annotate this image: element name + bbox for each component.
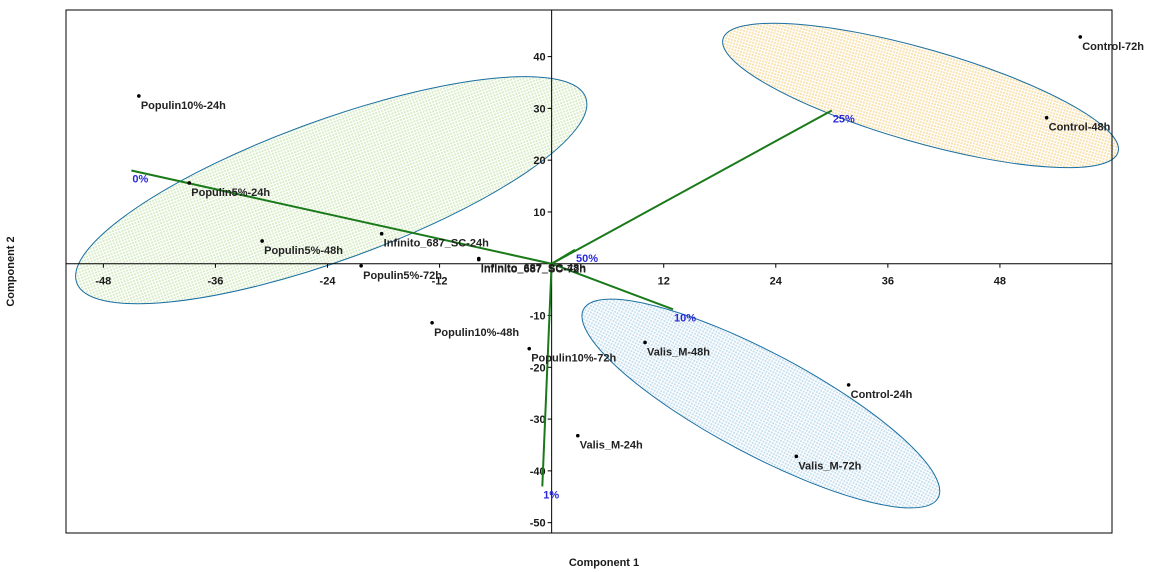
group-ellipse-orange: [722, 22, 1119, 169]
group-ellipses: [75, 22, 1119, 509]
point-label: Populin5%-72h: [363, 270, 442, 282]
vector-label: 1%: [543, 489, 559, 501]
x-tick-label: -12: [432, 276, 448, 288]
x-tick-label: -36: [207, 276, 223, 288]
point-label: Control-24h: [851, 389, 913, 401]
point-label: Populin10%-48h: [434, 327, 519, 339]
y-tick-label: 20: [533, 155, 545, 167]
data-point: [1078, 35, 1083, 39]
x-tick-label: 24: [770, 276, 783, 288]
data-point: [643, 340, 647, 345]
data-point: [137, 94, 141, 98]
loading-vectors: 0% 25% 50% 10% 1%: [131, 109, 855, 501]
x-tick-label: -24: [320, 276, 337, 288]
point-label: Control-48h: [1049, 122, 1111, 134]
x-tick-label: 36: [882, 276, 894, 288]
data-point: [575, 433, 580, 438]
vector-label: 25%: [833, 113, 855, 125]
data-point: [794, 454, 799, 459]
y-axis-title: Component 2: [5, 236, 17, 306]
data-point: [1044, 115, 1049, 120]
point-label: Populin10%-24h: [141, 100, 226, 112]
y-tick-label: -50: [530, 518, 546, 530]
point-label: Populin10%-72h: [531, 353, 616, 365]
point-label: Populin5%-24h: [191, 187, 270, 199]
point-label: Valis_M-24h: [580, 440, 643, 452]
data-point: [527, 346, 532, 351]
y-tick-label: -20: [530, 362, 546, 374]
plot-frame: [65, 9, 1113, 534]
x-tick-label: -48: [95, 276, 111, 288]
data-point: [430, 320, 434, 325]
group-ellipse-green: [75, 76, 588, 305]
point-label: Valis_M-72h: [798, 460, 861, 472]
point-label: Control-72h: [1082, 41, 1144, 53]
group-ellipse-blue: [581, 298, 941, 509]
point-label: Infinito_687_SC-72h: [481, 264, 586, 276]
y-tick-label: -30: [530, 414, 546, 426]
y-tick-label: 40: [533, 52, 545, 64]
point-label: Valis_M-48h: [647, 346, 710, 358]
loading-vector: [131, 169, 552, 265]
vector-label: 0%: [132, 174, 148, 186]
x-tick-label: 48: [994, 276, 1006, 288]
y-tick-label: 10: [533, 207, 545, 219]
vector-label: 10%: [674, 312, 696, 324]
y-tick-label: -40: [530, 466, 546, 478]
data-point: [379, 231, 384, 236]
x-axis-title: Component 1: [569, 557, 639, 569]
y-tick-label: -10: [530, 311, 546, 323]
data-point: [187, 181, 192, 185]
x-tick-label: 12: [658, 276, 670, 288]
data-point: [260, 239, 264, 243]
data-point: [476, 257, 481, 262]
loading-vector: [551, 262, 674, 311]
loading-vector: [551, 109, 833, 265]
point-label: Populin5%-48h: [264, 245, 343, 257]
point-label: Infinito_687_SC-24h: [384, 238, 489, 250]
vector-label: 50%: [576, 253, 598, 265]
y-tick-label: 30: [533, 103, 545, 115]
data-point: [359, 264, 363, 268]
score-points: Control-72h Control-48h Control-24h Populin…: [137, 35, 1144, 472]
loading-vector: [551, 248, 576, 265]
data-point: [846, 383, 851, 387]
point-label: Infinito_687_SC-48h: [481, 263, 586, 275]
loading-vector: [541, 263, 553, 487]
